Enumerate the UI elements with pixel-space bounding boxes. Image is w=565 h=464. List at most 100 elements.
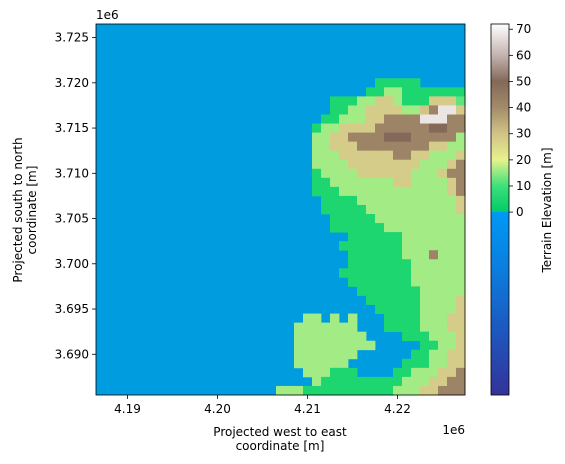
elevation-cell [447,268,457,278]
elevation-cell [402,114,412,124]
elevation-cell [393,322,403,333]
elevation-cell [375,259,385,269]
elevation-cell [384,96,394,106]
elevation-cell [420,223,430,233]
elevation-cell [438,232,448,242]
elevation-cell [420,87,430,97]
elevation-cell [438,331,448,342]
elevation-cell [294,322,304,333]
elevation-cell [339,358,349,369]
elevation-cell [438,204,448,215]
elevation-cell [456,376,466,387]
elevation-cell [411,177,421,188]
elevation-cell [456,96,466,106]
elevation-cell [438,105,448,115]
elevation-cell [411,349,421,360]
elevation-cell [456,304,466,314]
elevation-cell [447,186,457,197]
elevation-cell [420,186,430,197]
elevation-cell [438,223,448,233]
elevation-cell [357,159,367,170]
elevation-cell [339,385,349,396]
elevation-cell [357,259,367,269]
elevation-cell [402,96,412,106]
elevation-cell [384,177,394,188]
elevation-cell [375,105,385,115]
elevation-cell [375,195,385,206]
elevation-cell [375,114,385,124]
elevation-cell [366,277,376,287]
elevation-cell [429,87,439,97]
elevation-cell [357,232,367,242]
elevation-cell [429,168,439,179]
elevation-cell [330,195,340,206]
elevation-cell [321,358,331,369]
elevation-cell [375,132,385,143]
elevation-cell [384,241,394,251]
elevation-cell [429,295,439,305]
elevation-cell [402,376,412,387]
elevation-cell [357,340,367,351]
elevation-cell [411,295,421,305]
elevation-cell [456,241,466,251]
elevation-cell [411,313,421,324]
elevation-cell [393,114,403,124]
elevation-cell [330,168,340,179]
elevation-cell [429,340,439,351]
elevation-cell [411,132,421,143]
elevation-cell [321,114,331,124]
elevation-cell [312,141,322,152]
elevation-cell [375,376,385,387]
elevation-cell [402,277,412,287]
colorbar-tick-label: 30 [516,127,531,141]
elevation-cell [321,385,331,396]
elevation-cell [447,159,457,170]
colorbar-tick-label: 10 [516,179,531,193]
elevation-cell [366,195,376,206]
y-tick-label: 3.715 [55,121,89,135]
elevation-cell [384,204,394,215]
elevation-cell [321,195,331,206]
colorbar [490,23,510,396]
elevation-cell [411,96,421,106]
elevation-cell [375,304,385,314]
elevation-cell [456,132,466,143]
elevation-cell [456,141,466,152]
elevation-cell [384,195,394,206]
elevation-cell [357,376,367,387]
elevation-cell [384,295,394,305]
elevation-cell [321,340,331,351]
elevation-cell [429,123,439,133]
elevation-cell [411,78,421,88]
elevation-cell [393,96,403,106]
elevation-cell [384,313,394,324]
elevation-cell [393,132,403,143]
elevation-cell [456,214,466,224]
elevation-cell [312,349,322,360]
elevation-cell [438,250,448,260]
elevation-cell [447,241,457,251]
elevation-cell [438,177,448,188]
elevation-cell [348,123,358,133]
colorbar-tick-label: 50 [516,74,531,88]
elevation-cell [312,150,322,161]
elevation-cell [456,186,466,197]
elevation-cell [321,322,331,333]
elevation-cell [375,241,385,251]
elevation-cell [330,105,340,115]
elevation-cell [402,141,412,152]
elevation-cell [456,250,466,260]
elevation-cell [420,331,430,342]
elevation-cell [420,159,430,170]
elevation-cell [402,177,412,188]
elevation-cell [348,168,358,179]
elevation-cell [321,159,331,170]
elevation-cell [384,268,394,278]
elevation-cell [429,286,439,296]
elevation-cell [429,96,439,106]
elevation-cell [411,304,421,314]
elevation-cell [303,358,313,369]
elevation-cell [438,159,448,170]
elevation-cell [357,250,367,260]
elevation-cell [366,286,376,296]
